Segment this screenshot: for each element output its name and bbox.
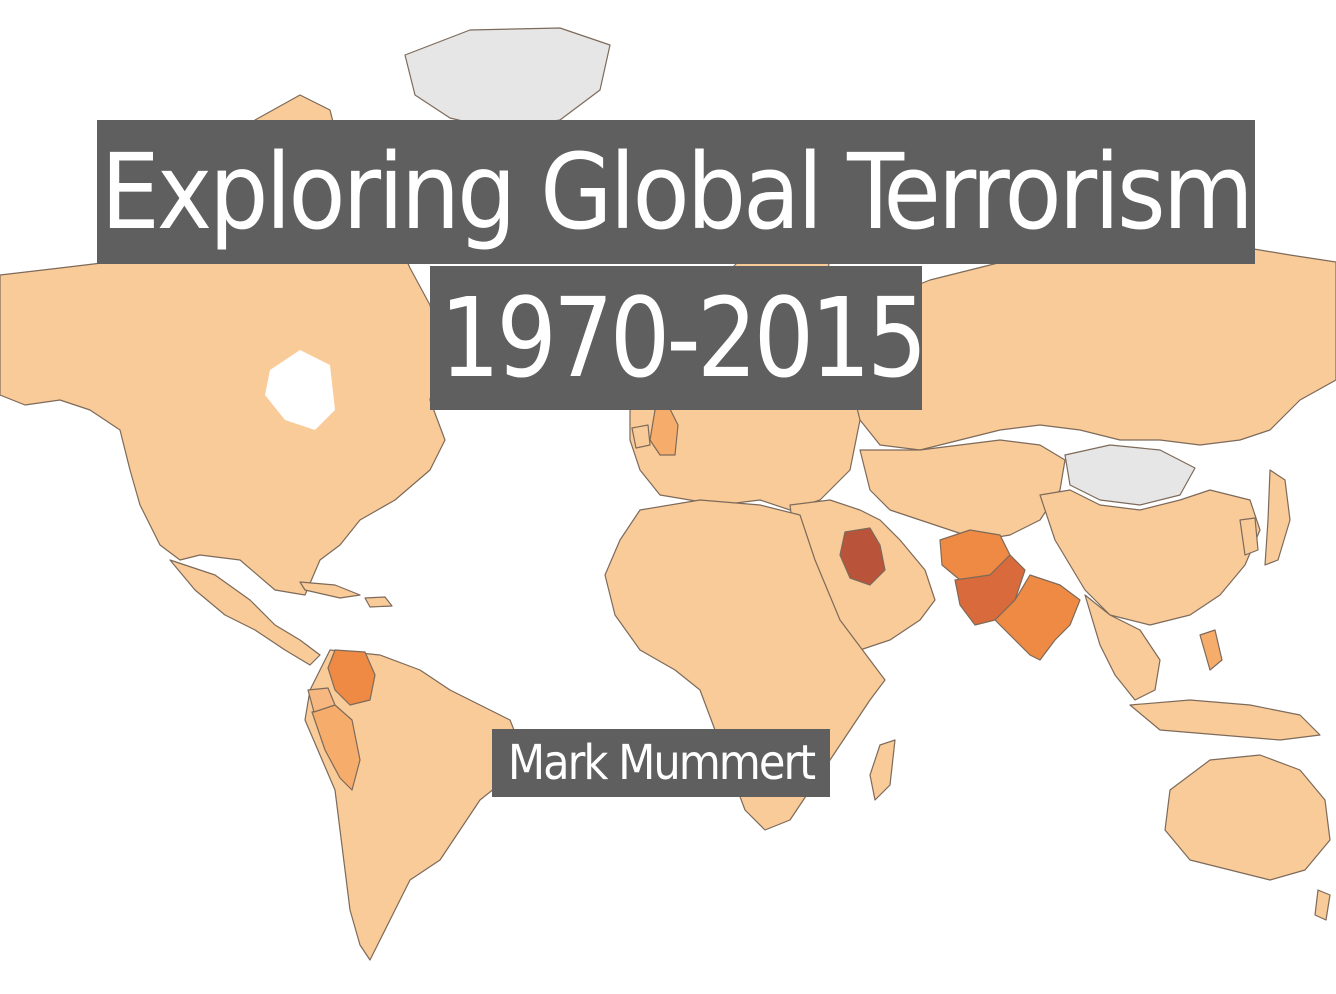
ecuador bbox=[307, 687, 336, 713]
philippines bbox=[1199, 629, 1223, 671]
central-america bbox=[169, 559, 321, 666]
japan bbox=[1264, 469, 1291, 566]
india bbox=[994, 574, 1081, 661]
peru bbox=[311, 704, 361, 791]
australia bbox=[1164, 754, 1331, 881]
korea bbox=[1239, 517, 1259, 556]
china bbox=[1039, 489, 1261, 626]
title-line-2: 1970-2015 bbox=[430, 266, 928, 410]
colombia bbox=[327, 649, 376, 706]
ireland bbox=[631, 424, 651, 449]
greenland bbox=[404, 27, 611, 131]
author-name: Mark Mummert bbox=[492, 729, 830, 797]
indonesia bbox=[1129, 699, 1321, 741]
madagascar bbox=[869, 739, 896, 801]
central-asia bbox=[859, 439, 1066, 541]
hudson-bay bbox=[265, 350, 335, 430]
cuba bbox=[299, 581, 361, 599]
southeast-asia bbox=[1084, 594, 1161, 701]
iraq bbox=[839, 527, 886, 586]
mongolia bbox=[1064, 444, 1196, 506]
hispaniola bbox=[364, 596, 393, 608]
south-america bbox=[304, 649, 521, 961]
new-zealand bbox=[1314, 889, 1331, 921]
title-line-1: Exploring Global Terrorism bbox=[97, 120, 1255, 264]
